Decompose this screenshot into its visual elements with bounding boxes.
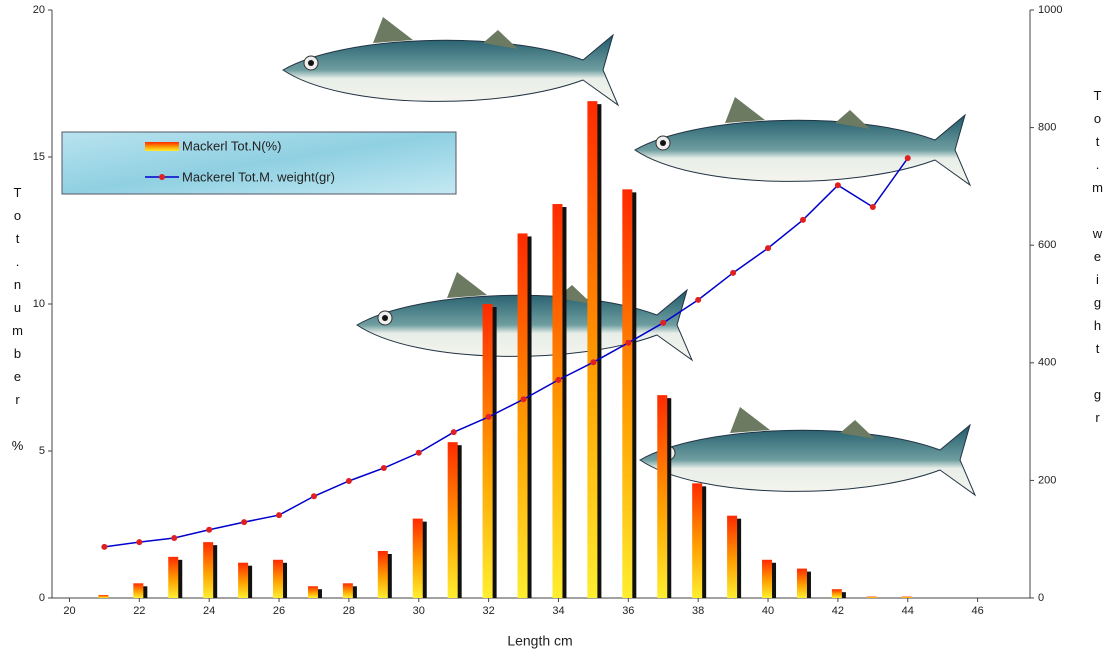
line-marker [171,535,178,542]
x-tick-label: 28 [343,605,355,617]
line-marker [765,245,772,252]
legend-marker [159,174,165,180]
x-tick-label: 30 [413,605,425,617]
bar [692,483,703,598]
legend-box [61,131,457,195]
x-tick-label: 42 [832,605,844,617]
bar [831,589,842,598]
bar [98,595,109,598]
x-axis-title: Length cm [507,633,572,649]
y2-tick-label: 400 [1038,357,1056,369]
legend: Mackerl Tot.N(%) Mackerel Tot.M. weight(… [61,131,457,195]
plot [98,101,912,599]
y-tick-label: 20 [33,4,45,16]
line-marker [695,296,702,303]
bar [622,189,633,598]
y-tick-label: 10 [33,298,45,310]
bar [238,562,249,598]
line-marker [241,519,248,526]
x-tick-label: 46 [971,605,983,617]
line-marker [625,339,632,346]
bar [133,583,144,598]
line-marker [310,493,317,500]
line-marker [590,359,597,366]
line-marker [555,376,562,383]
y2-tick-label: 200 [1038,474,1056,486]
line-marker [904,155,911,162]
legend-label: Mackerel Tot.M. weight(gr) [182,169,335,184]
line-marker [485,413,492,420]
x-tick-label: 44 [902,605,914,617]
y-tick-label: 15 [33,151,45,163]
bar [901,596,912,598]
y2-tick-label: 1000 [1038,4,1062,16]
bar [796,568,807,598]
bar [168,556,179,598]
y-tick-label: 0 [39,592,45,604]
y2-axis-title: Tot.m weight gr [1090,88,1105,433]
bar [273,559,284,598]
x-tick-label: 36 [622,605,634,617]
line [104,157,909,548]
x-tick-label: 26 [273,605,285,617]
bar [203,542,214,598]
x-tick-label: 20 [63,605,75,617]
line-marker [206,526,213,533]
y-axis-title: Tot.number % [10,185,25,461]
line-marker [380,465,387,472]
line-marker [345,477,352,484]
y2-tick-label: 800 [1038,122,1056,134]
x-tick-label: 24 [203,605,215,617]
bar [342,583,353,598]
bar [517,233,528,598]
line-marker [730,269,737,276]
bar [377,550,388,598]
x-tick-label: 40 [762,605,774,617]
line-marker [136,539,143,546]
line-marker [450,429,457,436]
legend-label: Mackerl Tot.N(%) [182,138,281,153]
bar [587,101,598,598]
bar [552,204,563,599]
bar [447,442,458,598]
x-tick-label: 32 [482,605,494,617]
x-tick-label: 38 [692,605,704,617]
bar [412,518,423,598]
bar [866,596,877,598]
y2-tick-label: 600 [1038,239,1056,251]
line-marker [520,396,527,403]
line-marker [101,543,108,550]
line-marker [799,216,806,223]
bar [482,304,493,598]
legend-swatch [145,142,179,151]
line-marker [415,449,422,456]
line-marker [660,319,667,326]
x-tick-label: 34 [552,605,564,617]
line-marker [834,182,841,189]
bar [307,586,318,598]
line-marker [276,512,283,519]
line-marker [869,203,876,210]
bar [762,559,773,598]
y-tick-label: 5 [39,445,45,457]
bar [657,395,668,598]
x-tick-label: 22 [133,605,145,617]
bar [727,515,738,598]
y2-tick-label: 0 [1038,592,1044,604]
